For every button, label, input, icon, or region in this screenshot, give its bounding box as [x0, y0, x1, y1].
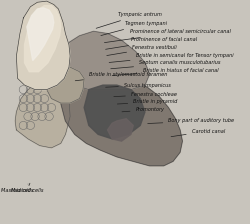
Text: Tegmen tympani: Tegmen tympani: [101, 21, 167, 36]
Text: Bony part of auditory tube: Bony part of auditory tube: [148, 118, 234, 123]
Polygon shape: [61, 31, 150, 90]
Text: Promontory: Promontory: [122, 107, 164, 112]
Polygon shape: [24, 6, 61, 72]
Polygon shape: [15, 72, 70, 148]
Polygon shape: [108, 119, 133, 141]
Polygon shape: [47, 67, 84, 103]
Polygon shape: [16, 1, 70, 90]
Text: Prominence of facial canal: Prominence of facial canal: [106, 37, 197, 49]
Text: Fenestra vestibuli: Fenestra vestibuli: [107, 45, 177, 56]
Text: Fenestra cochleae: Fenestra cochleae: [114, 92, 177, 97]
Text: Mastoid cells: Mastoid cells: [10, 183, 43, 193]
Text: Bristle in stylomastoid foramen: Bristle in stylomastoid foramen: [75, 72, 167, 81]
Text: Sulcus tympanicus: Sulcus tympanicus: [106, 83, 171, 88]
Text: Bristle in semicanal for Tensor tympani: Bristle in semicanal for Tensor tympani: [109, 53, 233, 62]
Polygon shape: [27, 8, 54, 60]
Text: Prominence of lateral semicircular canal: Prominence of lateral semicircular canal: [104, 29, 230, 43]
Text: Bristle in hiatus of facial canal: Bristle in hiatus of facial canal: [112, 68, 218, 75]
Polygon shape: [84, 85, 145, 139]
Text: Bristle in pyramid: Bristle in pyramid: [117, 99, 178, 104]
Text: Carotid canal: Carotid canal: [171, 129, 225, 137]
Polygon shape: [61, 76, 182, 166]
Text: Tympanic antrum: Tympanic antrum: [96, 12, 162, 28]
Text: Septum canalis musculotubarius: Septum canalis musculotubarius: [111, 60, 220, 69]
Text: Mastoid cells: Mastoid cells: [1, 184, 34, 193]
